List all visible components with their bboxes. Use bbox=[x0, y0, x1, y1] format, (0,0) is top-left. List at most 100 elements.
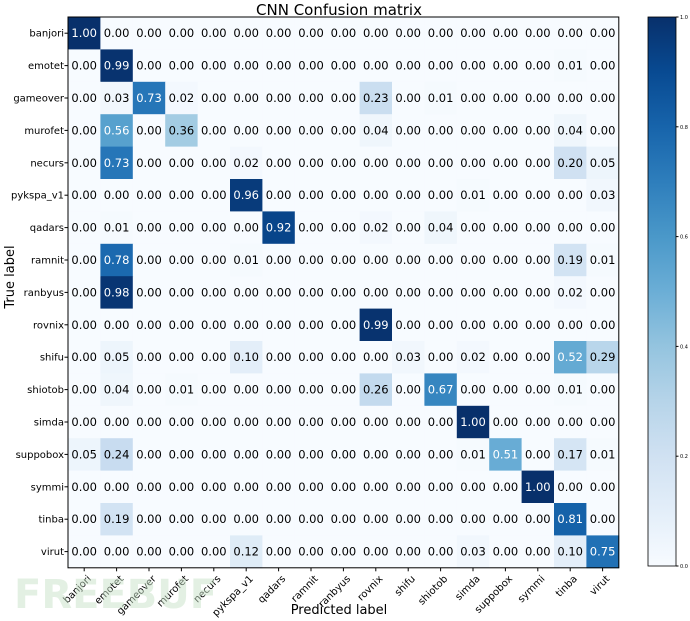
heatmap-cell bbox=[554, 81, 587, 115]
heatmap-cell bbox=[68, 276, 101, 309]
cell-value-label: 0.00 bbox=[395, 123, 421, 137]
cell-value-label: 0.00 bbox=[233, 91, 259, 105]
cell-value-label: 0.00 bbox=[136, 26, 162, 40]
cell-value-label: 0.00 bbox=[169, 350, 195, 364]
heatmap-cell bbox=[392, 179, 425, 212]
y-tick-label: simda bbox=[34, 418, 64, 429]
cell-value-label: 0.00 bbox=[136, 480, 162, 494]
cell-value-label: 0.00 bbox=[557, 480, 583, 494]
y-tick-label: murofet bbox=[24, 126, 64, 137]
cell-value-label: 0.23 bbox=[363, 91, 389, 105]
heatmap-cell bbox=[489, 276, 522, 309]
heatmap-cell bbox=[456, 243, 490, 277]
cell-value-label: 0.00 bbox=[460, 285, 486, 299]
cell-value-label: 0.00 bbox=[428, 188, 454, 202]
cell-value-label: 0.00 bbox=[557, 91, 583, 105]
cell-value-label: 0.81 bbox=[557, 512, 583, 526]
cell-value-label: 0.00 bbox=[298, 59, 324, 73]
heatmap-cell bbox=[197, 373, 231, 407]
y-tick-label: qadars bbox=[30, 223, 64, 234]
cell-value-label: 0.00 bbox=[428, 512, 454, 526]
heatmap-cell bbox=[262, 211, 296, 245]
cell-value-label: 0.00 bbox=[363, 285, 389, 299]
cell-value-label: 0.00 bbox=[201, 480, 227, 494]
cell-value-label: 0.00 bbox=[104, 318, 130, 332]
colorbar-tick-label: 0.0 bbox=[680, 564, 688, 570]
y-tick-label: shifu bbox=[40, 353, 64, 364]
cell-value-label: 0.00 bbox=[233, 221, 259, 235]
heatmap-cell bbox=[456, 17, 490, 50]
heatmap-cell bbox=[100, 81, 134, 115]
cell-value-label: 0.00 bbox=[525, 545, 551, 559]
heatmap-cell bbox=[456, 535, 490, 569]
cell-value-label: 0.00 bbox=[395, 91, 421, 105]
heatmap-cell bbox=[554, 243, 587, 277]
heatmap-cell bbox=[327, 308, 360, 342]
heatmap-cell bbox=[359, 438, 393, 471]
heatmap-cell bbox=[68, 114, 101, 147]
cell-value-label: 0.00 bbox=[493, 221, 519, 235]
cell-value-label: 0.00 bbox=[233, 59, 259, 73]
heatmap-cell bbox=[489, 17, 522, 50]
heatmap-cell bbox=[132, 503, 166, 536]
cell-value-label: 0.75 bbox=[590, 545, 616, 559]
cell-value-label: 0.00 bbox=[493, 545, 519, 559]
heatmap-cell bbox=[68, 405, 101, 439]
heatmap-cell bbox=[294, 308, 328, 342]
cell-value-label: 0.00 bbox=[525, 123, 551, 137]
heatmap-cell bbox=[262, 503, 296, 536]
heatmap-cell bbox=[262, 438, 296, 471]
heatmap-cell bbox=[359, 373, 393, 407]
y-tick-label: symmi bbox=[31, 482, 64, 493]
cell-value-label: 0.10 bbox=[233, 350, 259, 364]
x-tick-label: shifu bbox=[393, 574, 418, 599]
heatmap-cell bbox=[100, 49, 134, 83]
heatmap-cell bbox=[100, 179, 134, 212]
cell-value-label: 0.00 bbox=[525, 221, 551, 235]
heatmap-cell bbox=[392, 49, 425, 83]
heatmap-cell bbox=[327, 405, 360, 439]
heatmap-cell bbox=[100, 470, 134, 504]
cell-value-label: 0.00 bbox=[395, 285, 421, 299]
cell-value-label: 0.12 bbox=[233, 545, 259, 559]
colorbar: 0.0 0.2 0.4 0.6 0.8 1.0 bbox=[647, 15, 688, 570]
heatmap-cell bbox=[392, 373, 425, 407]
heatmap-cell bbox=[262, 49, 296, 83]
heatmap-cell bbox=[456, 438, 490, 471]
heatmap-cell bbox=[392, 535, 425, 569]
cell-value-label: 0.00 bbox=[331, 156, 357, 170]
cell-value-label: 0.04 bbox=[428, 221, 454, 235]
heatmap-cell bbox=[100, 535, 134, 569]
heatmap-cell bbox=[359, 146, 393, 180]
y-tick-label: virut bbox=[41, 547, 64, 558]
cell-value-label: 0.00 bbox=[493, 26, 519, 40]
cell-value-label: 0.00 bbox=[331, 415, 357, 429]
heatmap-cell bbox=[262, 470, 296, 504]
cell-value-label: 0.00 bbox=[395, 447, 421, 461]
cell-value-label: 0.00 bbox=[169, 512, 195, 526]
cell-value-label: 0.96 bbox=[233, 188, 259, 202]
heatmap-cell bbox=[165, 81, 198, 115]
heatmap-cell bbox=[230, 146, 263, 180]
cell-value-label: 0.00 bbox=[136, 415, 162, 429]
cell-value-label: 0.01 bbox=[557, 59, 583, 73]
cell-value-label: 0.00 bbox=[71, 480, 97, 494]
heatmap-cell bbox=[68, 179, 101, 212]
cell-value-label: 0.00 bbox=[136, 285, 162, 299]
heatmap-cell bbox=[586, 373, 620, 407]
heatmap-cell bbox=[68, 503, 101, 536]
cell-value-label: 0.00 bbox=[71, 350, 97, 364]
heatmap-cell bbox=[68, 470, 101, 504]
heatmap-cell bbox=[359, 211, 393, 245]
cell-value-label: 0.00 bbox=[104, 188, 130, 202]
cell-value-label: 0.01 bbox=[104, 221, 130, 235]
heatmap-cell bbox=[197, 179, 231, 212]
heatmap-cell bbox=[197, 535, 231, 569]
cell-value-label: 0.00 bbox=[525, 350, 551, 364]
heatmap-cell bbox=[359, 341, 393, 374]
heatmap-cell bbox=[521, 341, 555, 374]
x-axis-label: Predicted label bbox=[291, 603, 388, 618]
heatmap-cell bbox=[100, 503, 134, 536]
heatmap-cell bbox=[359, 49, 393, 83]
cell-value-label: 0.00 bbox=[331, 447, 357, 461]
